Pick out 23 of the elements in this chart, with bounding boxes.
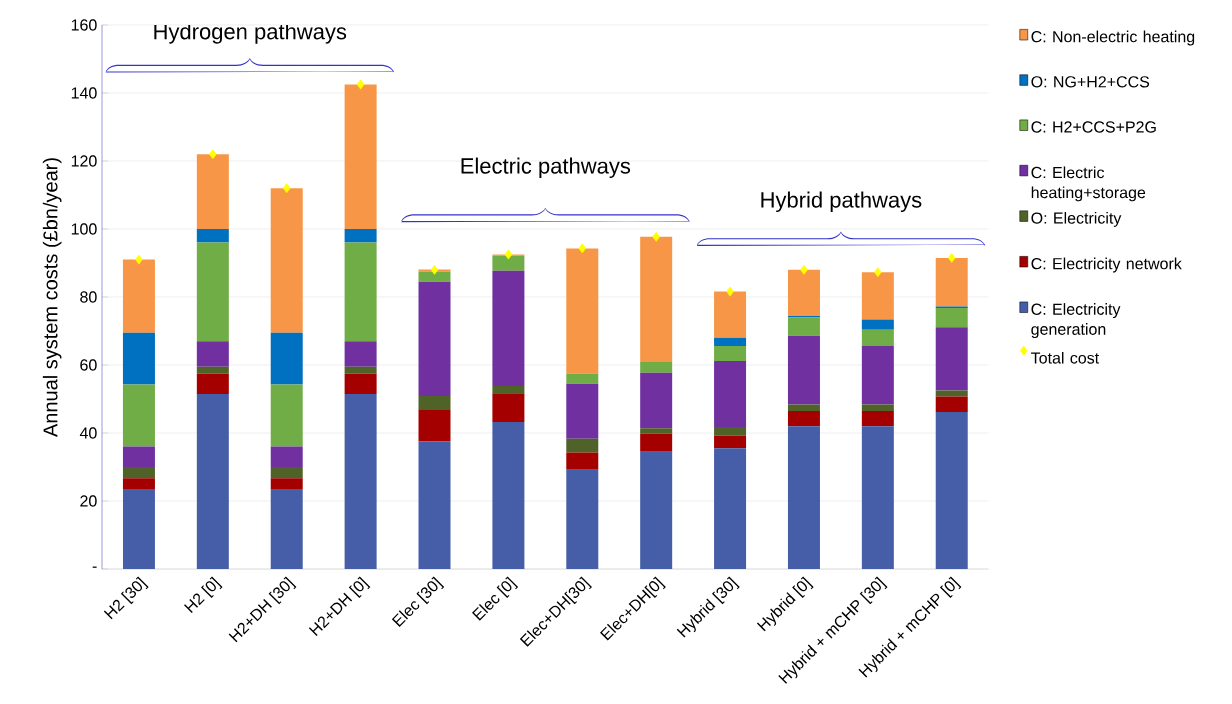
annotation: Hydrogen pathways xyxy=(154,23,347,44)
x-tick-label: H2 [0] xyxy=(184,576,223,614)
legend-label: O: NG+H2+CCS xyxy=(1031,76,1150,88)
y-tick-label: 120 xyxy=(71,155,97,167)
y-tick-label: 60 xyxy=(80,359,97,371)
legend-label: C: Electricity network xyxy=(1031,257,1182,273)
y-tick-label: 100 xyxy=(71,223,97,235)
y-tick-label: 160 xyxy=(71,19,97,31)
x-tick-label: Elec [0] xyxy=(472,576,519,621)
y-tick-label: 40 xyxy=(79,427,97,439)
annotation: Hybrid pathways xyxy=(761,191,922,213)
y-axis-title: Annual system costs (£bn/year) xyxy=(42,158,62,438)
legend-label: C: Electric heating+storage xyxy=(1031,166,1146,202)
y-tick-label: 20 xyxy=(80,495,97,507)
legend-label: Total cost xyxy=(1031,351,1100,364)
y-tick-label: 140 xyxy=(71,87,97,99)
legend-label: O: Electricity xyxy=(1031,211,1122,227)
legend-label: C: Electricity generation xyxy=(1031,303,1121,339)
y-tick-label: - xyxy=(92,566,97,568)
y-tick-label: 80 xyxy=(80,291,97,303)
legend-label: C: H2+CCS+P2G xyxy=(1031,121,1156,133)
annotation: Electric pathways xyxy=(461,157,631,179)
legend-label: C: Non-electric heating xyxy=(1031,30,1195,46)
